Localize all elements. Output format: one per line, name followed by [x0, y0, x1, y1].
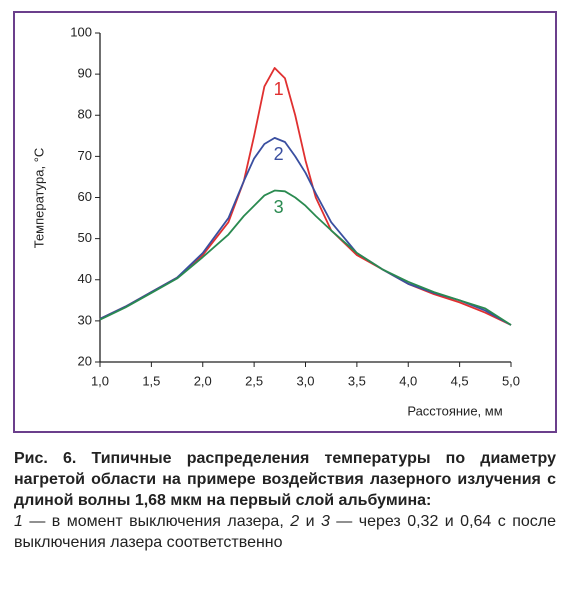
y-tick-label: 60	[78, 189, 92, 204]
caption-title: Рис. 6. Типичные распределения температу…	[14, 450, 556, 509]
y-tick-label: 100	[70, 24, 92, 39]
x-tick-label: 1,0	[91, 373, 109, 388]
y-tick-label: 50	[78, 230, 92, 245]
y-tick-label: 20	[78, 353, 92, 368]
x-tick-label: 1,5	[142, 373, 160, 388]
y-tick-label: 80	[78, 107, 92, 122]
caption-note-part: — через 0,32 и 0,64 с после выключения л…	[14, 513, 556, 551]
series-label: 1	[274, 79, 284, 99]
series-line	[99, 136, 512, 326]
x-tick-label: 5,0	[502, 373, 520, 388]
x-tick-label: 4,0	[399, 373, 417, 388]
caption-note: 1 — в момент выключения лазера, 2 и 3 — …	[14, 513, 556, 551]
frame	[13, 11, 557, 433]
x-tick-label: 3,0	[296, 373, 314, 388]
y-tick-label: 70	[78, 148, 92, 163]
caption-note-part: 3	[320, 513, 330, 530]
caption-note-part: и	[299, 513, 321, 530]
series-label: 3	[274, 197, 284, 217]
chart: Температура, °C Расстояние, мм 20 30 40 50 6…	[13, 11, 557, 433]
caption: Рис. 6. Типичные распределения температу…	[14, 448, 556, 553]
y-tick-label: 30	[78, 312, 92, 327]
x-tick-label: 2,0	[194, 373, 212, 388]
x-tick-label: 4,5	[451, 373, 469, 388]
series-line	[99, 189, 512, 326]
y-tick-label: 90	[78, 66, 92, 81]
x-tick-label: 2,5	[245, 373, 263, 388]
caption-note-part: 2	[290, 513, 300, 530]
y-axis-label: Температура, °C	[31, 148, 46, 249]
caption-note-part: — в момент выключения лазера,	[22, 513, 291, 530]
x-tick-label: 3,5	[348, 373, 366, 388]
series-label: 2	[274, 144, 284, 164]
caption-note-part: 1	[14, 513, 23, 530]
x-axis-label: Расстояние, мм	[407, 403, 502, 418]
y-tick-label: 40	[78, 271, 92, 286]
